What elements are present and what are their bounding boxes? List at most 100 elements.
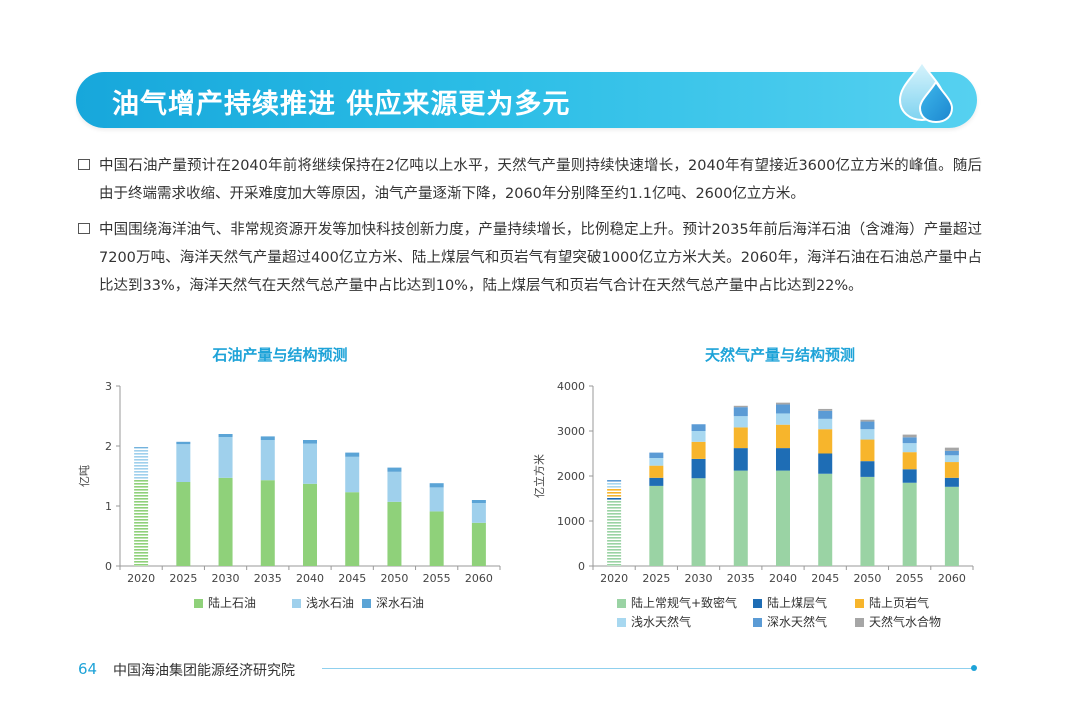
x-tick-label: 2025 bbox=[642, 572, 670, 585]
bar-segment bbox=[134, 479, 149, 566]
bar-segment bbox=[860, 461, 875, 477]
page-title: 油气增产持续推进 供应来源更为多元 bbox=[112, 89, 571, 120]
bullet-list: 中国石油产量预计在2040年前将继续保持在2亿吨以上水平，天然气产量则持续快速增… bbox=[78, 152, 982, 308]
oil-production-chart: 0 1 2 3 亿吨 2020 2025 2030 2035 2040 2045 2050 2055 20… bbox=[78, 380, 501, 610]
bar-segment bbox=[691, 431, 706, 442]
bar-segment bbox=[471, 522, 486, 566]
gas-production-chart: 0 1000 2000 3000 4000 亿立方米 2020 2025 2030 2035 204… bbox=[532, 380, 974, 629]
bullet-text: 中国石油产量预计在2040年前将继续保持在2亿吨以上水平，天然气产量则持续快速增… bbox=[99, 158, 982, 202]
footer-divider bbox=[322, 668, 974, 669]
bar-segment bbox=[649, 465, 664, 478]
bar-segment bbox=[649, 485, 664, 566]
bar-segment bbox=[944, 477, 959, 487]
y-tick-label: 0 bbox=[578, 560, 585, 573]
square-bullet-icon bbox=[78, 159, 90, 170]
bar-segment bbox=[607, 500, 622, 566]
x-tick-label: 2035 bbox=[254, 572, 282, 585]
bar-segment bbox=[902, 469, 917, 483]
footer-dot-icon bbox=[971, 665, 977, 671]
legend-label: 浅水天然气 bbox=[631, 614, 691, 629]
bar-segment bbox=[387, 471, 402, 502]
page-number: 64 bbox=[78, 660, 98, 678]
bar-segment bbox=[776, 424, 790, 449]
bar-segment bbox=[260, 480, 275, 566]
bar-segment bbox=[429, 487, 444, 512]
bar-segment bbox=[691, 441, 706, 459]
x-tick-label: 2035 bbox=[727, 572, 755, 585]
x-tick-label: 2025 bbox=[169, 572, 197, 585]
bar-segment bbox=[818, 410, 833, 419]
bar-segment bbox=[733, 470, 748, 566]
bar-segment bbox=[649, 477, 664, 486]
bar-segment bbox=[733, 427, 748, 449]
legend-swatch bbox=[362, 599, 371, 608]
bar-segment bbox=[818, 429, 833, 454]
y-tick-label: 1 bbox=[105, 500, 112, 513]
bar-segment bbox=[345, 452, 360, 457]
bar-segment bbox=[860, 439, 875, 462]
bar-segment bbox=[944, 462, 959, 478]
legend-label: 陆上常规气+致密气 bbox=[631, 595, 737, 610]
bar-segment bbox=[471, 500, 486, 503]
y-tick-label: 2000 bbox=[557, 470, 585, 483]
bar-segment bbox=[176, 444, 191, 482]
bar-segment bbox=[860, 429, 875, 440]
bar-segment bbox=[134, 446, 149, 448]
bar-segment bbox=[818, 473, 833, 566]
legend-label: 深水天然气 bbox=[767, 614, 827, 629]
legend-label: 浅水石油 bbox=[306, 596, 354, 610]
x-tick-label: 2040 bbox=[769, 572, 797, 585]
legend-swatch bbox=[855, 599, 864, 608]
bar-segment bbox=[607, 482, 622, 488]
bar-segment bbox=[176, 482, 191, 566]
y-tick-label: 4000 bbox=[557, 380, 585, 393]
bar-segment bbox=[607, 487, 622, 497]
bullet-item: 中国围绕海洋油气、非常规资源开发等加快科技创新力度，产量持续增长，比例稳定上升。… bbox=[78, 216, 982, 300]
y-tick-label: 1000 bbox=[557, 515, 585, 528]
y-tick-label: 2 bbox=[105, 440, 112, 453]
bar-segment bbox=[260, 440, 275, 481]
bar-segment bbox=[860, 419, 875, 422]
x-tick-label: 2060 bbox=[938, 572, 966, 585]
bar-segment bbox=[303, 440, 317, 444]
x-tick-label: 2060 bbox=[465, 572, 493, 585]
bar-segment bbox=[733, 416, 748, 428]
bar-segment bbox=[776, 448, 790, 471]
bar-segment bbox=[902, 434, 917, 438]
x-tick-label: 2055 bbox=[423, 572, 451, 585]
y-tick-label: 3000 bbox=[557, 425, 585, 438]
bar-segment bbox=[607, 479, 622, 483]
bar-segment bbox=[429, 511, 444, 566]
bar-segment bbox=[902, 443, 917, 453]
x-tick-label: 2055 bbox=[896, 572, 924, 585]
y-axis-label: 亿吨 bbox=[78, 465, 91, 487]
bar-segment bbox=[218, 477, 233, 566]
legend-label: 深水石油 bbox=[376, 596, 424, 610]
bar-segment bbox=[733, 405, 748, 408]
legend-label: 陆上煤层气 bbox=[767, 595, 827, 610]
bar-segment bbox=[818, 418, 833, 430]
bar-segment bbox=[345, 456, 360, 493]
x-tick-label: 2050 bbox=[380, 572, 408, 585]
legend-label: 天然气水合物 bbox=[869, 614, 941, 629]
bullet-item: 中国石油产量预计在2040年前将继续保持在2亿吨以上水平，天然气产量则持续快速增… bbox=[78, 152, 982, 208]
x-tick-label: 2050 bbox=[853, 572, 881, 585]
bar-segment bbox=[345, 492, 360, 566]
legend-swatch bbox=[753, 618, 762, 627]
bar-segment bbox=[691, 478, 706, 566]
bar-segment bbox=[218, 437, 233, 478]
square-bullet-icon bbox=[78, 223, 90, 234]
legend-label: 陆上页岩气 bbox=[869, 595, 929, 610]
bar-segment bbox=[176, 441, 191, 445]
x-tick-label: 2040 bbox=[296, 572, 324, 585]
legend-swatch bbox=[753, 599, 762, 608]
bar-segment bbox=[944, 486, 959, 566]
legend-label: 陆上石油 bbox=[208, 595, 256, 610]
legend-swatch bbox=[855, 618, 864, 627]
bar-segment bbox=[260, 436, 275, 440]
x-tick-label: 2030 bbox=[212, 572, 240, 585]
x-tick-label: 2020 bbox=[127, 572, 155, 585]
bar-segment bbox=[134, 447, 149, 479]
y-axis-label: 亿立方米 bbox=[532, 454, 546, 498]
bar-segment bbox=[944, 455, 959, 463]
